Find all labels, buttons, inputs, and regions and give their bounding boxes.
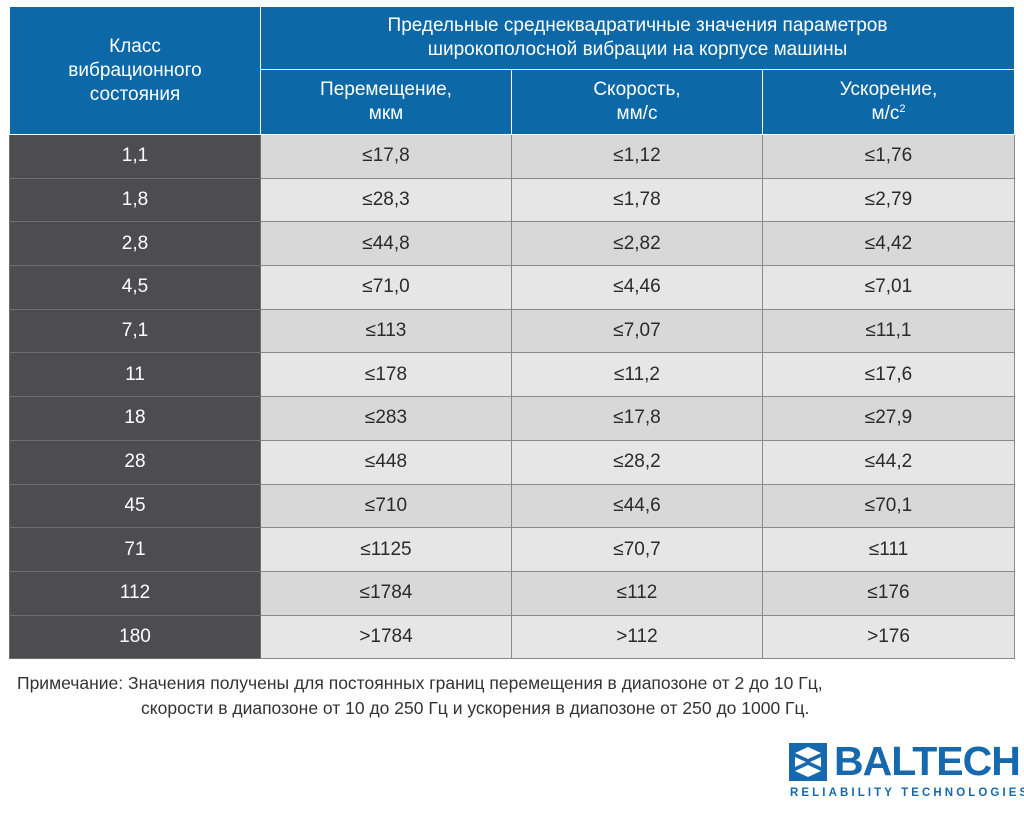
table-row: 1,8 ≤28,3 ≤1,78 ≤2,79 [9, 177, 1015, 223]
footnote-line-1: Примечание: Значения получены для постоя… [17, 673, 823, 693]
class-cell: 1,8 [9, 177, 261, 223]
velocity-cell: ≤70,7 [511, 527, 763, 572]
velocity-unit: мм/с [616, 103, 658, 124]
displacement-cell: ≤1784 [260, 570, 512, 616]
class-cell: 18 [9, 396, 261, 441]
table-body: 1,1 ≤17,8 ≤1,12 ≤1,76 1,8 ≤28,3 ≤1,78 ≤2,79 2,8 ≤… [9, 134, 1015, 660]
footnote: Примечание: Значения получены для постоя… [17, 671, 823, 721]
velocity-cell: ≤112 [511, 570, 763, 616]
velocity-cell: ≤44,6 [511, 483, 763, 529]
displacement-cell: ≤44,8 [260, 221, 512, 267]
acceleration-header: Ускорение, м/с2 [762, 69, 1015, 135]
baltech-logo-icon [789, 743, 827, 781]
velocity-cell: ≤1,12 [511, 134, 763, 179]
class-cell: 4,5 [9, 265, 261, 310]
footnote-line-2: скорости в диапозоне от 10 до 250 Гц и у… [141, 698, 810, 718]
table-row: 180 >1784 >112 >176 [9, 614, 1015, 660]
vibration-table-container: Класс вибрационного состояния Предельные… [9, 6, 1015, 660]
displacement-cell: ≤28,3 [260, 177, 512, 223]
class-cell: 11 [9, 352, 261, 398]
acceleration-cell: ≤70,1 [762, 483, 1015, 529]
displacement-cell: ≤448 [260, 439, 512, 485]
table-row: 45 ≤710 ≤44,6 ≤70,1 [9, 483, 1015, 529]
acceleration-unit-superscript: 2 [899, 103, 906, 115]
displacement-cell: ≤17,8 [260, 134, 512, 179]
class-column-header: Класс вибрационного состояния [9, 6, 261, 135]
class-cell: 28 [9, 439, 261, 485]
table-row: 4,5 ≤71,0 ≤4,46 ≤7,01 [9, 265, 1015, 310]
acceleration-cell: ≤111 [762, 527, 1015, 572]
acceleration-cell: ≤11,1 [762, 308, 1015, 354]
acceleration-cell: ≤44,2 [762, 439, 1015, 485]
displacement-cell: ≤71,0 [260, 265, 512, 310]
velocity-cell: ≤1,78 [511, 177, 763, 223]
acceleration-cell: ≤1,76 [762, 134, 1015, 179]
displacement-cell: ≤283 [260, 396, 512, 441]
velocity-cell: ≤2,82 [511, 221, 763, 267]
class-cell: 71 [9, 527, 261, 572]
velocity-label: Скорость, [593, 79, 681, 100]
table-row: 18 ≤283 ≤17,8 ≤27,9 [9, 396, 1015, 441]
displacement-cell: ≤1125 [260, 527, 512, 572]
acceleration-unit: м/с [871, 103, 900, 124]
baltech-wordmark: BALTECH [834, 738, 1021, 784]
baltech-logo-icon-graphic [789, 743, 827, 781]
velocity-cell: ≤4,46 [511, 265, 763, 310]
displacement-header: Перемещение, мкм [260, 69, 512, 135]
acceleration-cell: ≤176 [762, 570, 1015, 616]
acceleration-cell: ≤7,01 [762, 265, 1015, 310]
class-cell: 112 [9, 570, 261, 616]
velocity-cell: >112 [511, 614, 763, 660]
class-header-text: Класс вибрационного состояния [68, 35, 202, 105]
acceleration-cell: ≤2,79 [762, 177, 1015, 223]
table-row: 112 ≤1784 ≤112 ≤176 [9, 570, 1015, 616]
velocity-cell: ≤17,8 [511, 396, 763, 441]
displacement-cell: ≤710 [260, 483, 512, 529]
group-header-text: Предельные среднеквадратичные значения п… [387, 15, 888, 60]
velocity-cell: ≤7,07 [511, 308, 763, 354]
table-row: 7,1 ≤113 ≤7,07 ≤11,1 [9, 308, 1015, 354]
acceleration-cell: ≤4,42 [762, 221, 1015, 267]
vibration-class-table: Класс вибрационного состояния Предельные… [9, 6, 1015, 660]
acceleration-cell: ≤17,6 [762, 352, 1015, 398]
acceleration-label: Ускорение, [839, 79, 938, 100]
group-header: Предельные среднеквадратичные значения п… [260, 6, 1015, 70]
class-cell: 180 [9, 614, 261, 660]
acceleration-cell: >176 [762, 614, 1015, 660]
velocity-cell: ≤11,2 [511, 352, 763, 398]
displacement-cell: >1784 [260, 614, 512, 660]
class-cell: 1,1 [9, 134, 261, 179]
displacement-cell: ≤113 [260, 308, 512, 354]
acceleration-unit-wrap: м/с2 [763, 102, 1014, 126]
displacement-label: Перемещение, [320, 79, 452, 100]
displacement-cell: ≤178 [260, 352, 512, 398]
table-row: 28 ≤448 ≤28,2 ≤44,2 [9, 439, 1015, 485]
velocity-header: Скорость, мм/с [511, 69, 763, 135]
table-row: 11 ≤178 ≤11,2 ≤17,6 [9, 352, 1015, 398]
class-cell: 2,8 [9, 221, 261, 267]
table-row: 1,1 ≤17,8 ≤1,12 ≤1,76 [9, 134, 1015, 179]
baltech-tagline: RELIABILITY TECHNOLOGIES [790, 787, 1024, 799]
class-cell: 7,1 [9, 308, 261, 354]
acceleration-cell: ≤27,9 [762, 396, 1015, 441]
class-cell: 45 [9, 483, 261, 529]
table-row: 71 ≤1125 ≤70,7 ≤111 [9, 527, 1015, 572]
table-row: 2,8 ≤44,8 ≤2,82 ≤4,42 [9, 221, 1015, 267]
velocity-cell: ≤28,2 [511, 439, 763, 485]
displacement-unit: мкм [368, 103, 404, 124]
baltech-logo: BALTECH RELIABILITY TECHNOLOGIES [789, 738, 1024, 803]
